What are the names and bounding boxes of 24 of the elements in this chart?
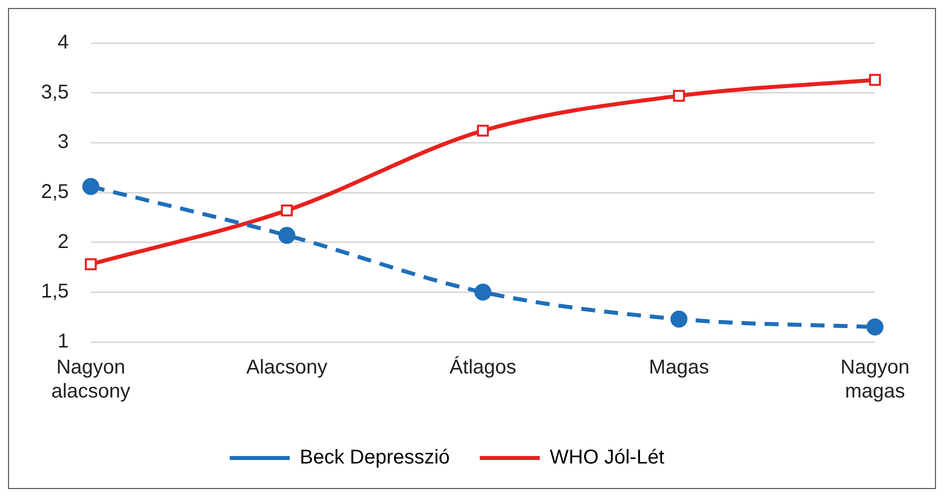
legend-label: WHO Jól-Lét: [550, 446, 665, 469]
point: [474, 284, 492, 301]
point: [280, 204, 293, 216]
point: [670, 310, 688, 328]
legend-label: Beck Depresszió: [300, 446, 450, 469]
point: [673, 90, 685, 102]
point: [869, 74, 881, 86]
x-tick-label: Alacsony: [246, 356, 328, 379]
y-tick-label: 3: [58, 131, 69, 154]
x-tick-label: Magas: [648, 356, 709, 379]
x-tick-label: Nagyon alacsony: [51, 356, 130, 403]
point: [84, 258, 97, 270]
y-tick-label: 2,5: [40, 181, 69, 204]
point: [278, 226, 296, 244]
point: [82, 178, 100, 196]
y-tick-label: 2: [58, 230, 69, 253]
x-tick-label: Nagyon magas: [840, 356, 910, 403]
point: [866, 318, 884, 336]
point: [476, 124, 489, 137]
y-tick-label: 3,5: [40, 81, 69, 104]
x-tick-label: Átlagos: [450, 356, 516, 379]
y-tick-label: 1: [58, 330, 69, 353]
y-tick-label: 1,5: [40, 280, 69, 303]
y-tick-label: 4: [58, 32, 69, 54]
